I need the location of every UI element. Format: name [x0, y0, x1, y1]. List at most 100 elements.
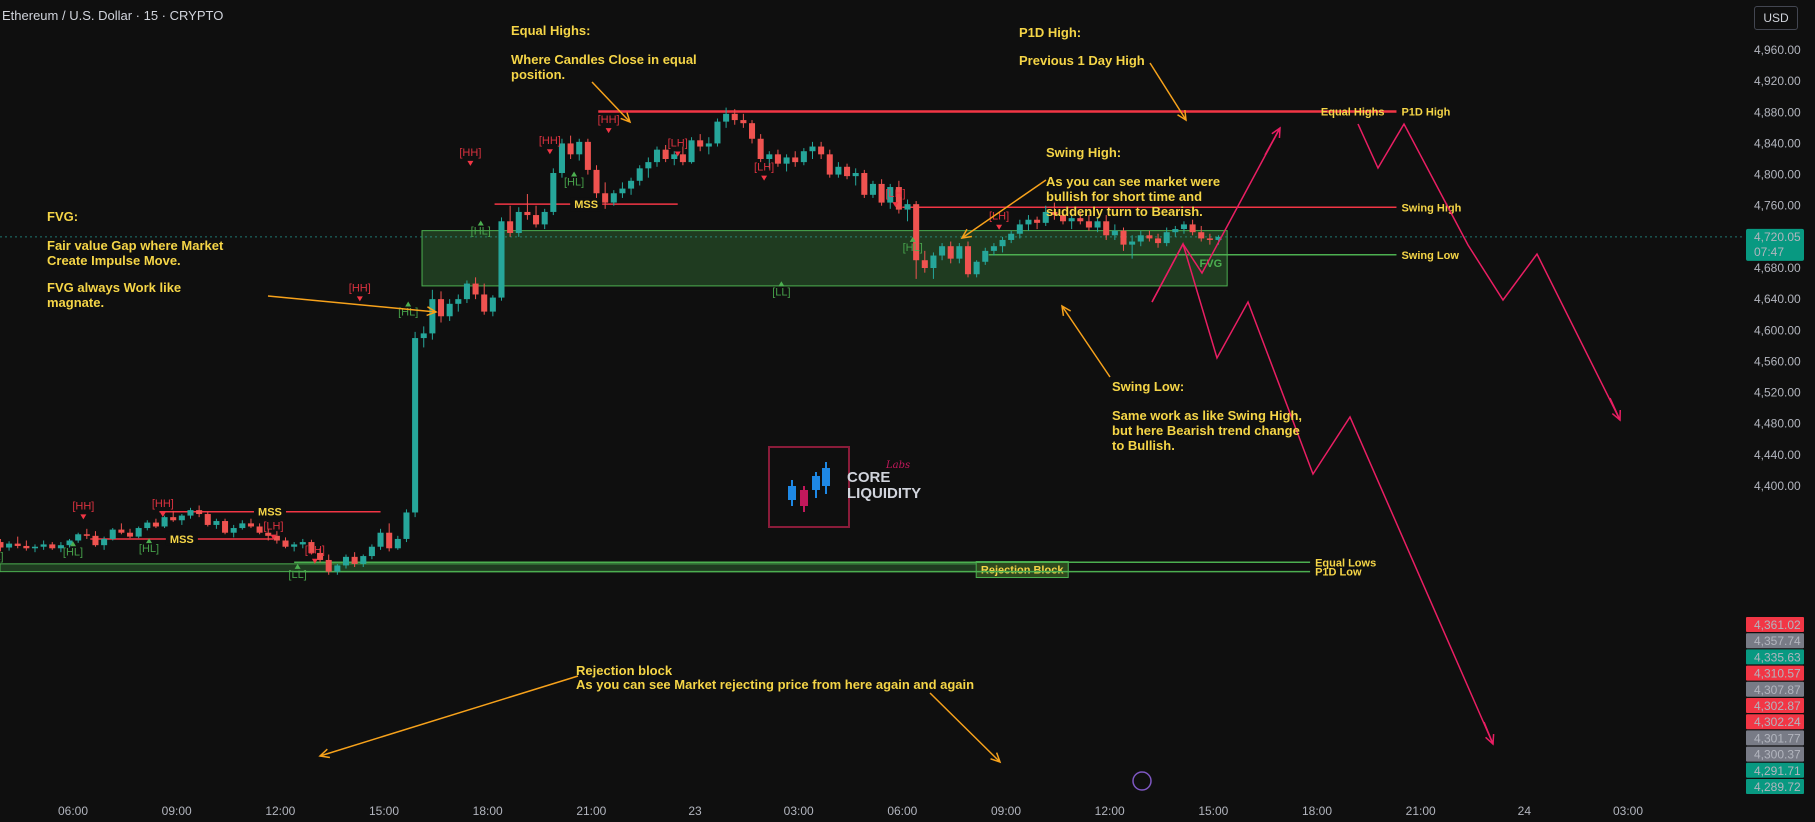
logo-text: CORE LIQUIDITY [847, 470, 921, 502]
candle-body-38 [325, 559, 332, 572]
level-label-1: Swing High [1401, 202, 1461, 214]
candle-body-64 [550, 173, 557, 212]
candle-body-9 [75, 534, 82, 541]
candle-body-51 [437, 299, 445, 317]
candle-body-90 [774, 154, 781, 164]
candle-body-70 [602, 193, 609, 203]
candle-body-27 [230, 528, 237, 533]
y-tick-5: 4,760.00 [1754, 199, 1801, 213]
arrows-layer [267, 62, 1621, 791]
swing-low-body: Same work as like Swing High, but here B… [1112, 408, 1303, 453]
structure-marker-16 [761, 175, 768, 181]
price-badge-9 [1746, 762, 1804, 778]
structure-marker-2 [270, 534, 277, 540]
mss-label-1: MSS [258, 507, 282, 519]
candle-body-39 [334, 565, 341, 572]
candle-body-115 [990, 246, 997, 251]
candle-body-108 [930, 255, 937, 268]
swing-high-title: Swing High: [1046, 145, 1122, 160]
candle-body-50 [429, 299, 436, 334]
candle-body-24 [204, 514, 211, 525]
zone-0 [421, 230, 1228, 287]
candle-body-69 [593, 169, 600, 194]
candle-body-141 [1215, 236, 1222, 240]
candle-body-133 [1146, 235, 1153, 239]
arrow-fvg-head [426, 306, 438, 317]
structure-label-2: [LH] [263, 521, 283, 533]
candle-body-8 [66, 540, 73, 546]
structure-label-12: [HH] [539, 135, 561, 147]
candle-body-104 [895, 187, 902, 210]
equal-highs-title: Equal Highs: [511, 23, 591, 38]
fvg-body-1: Fair value Gap where Market Create Impul… [47, 238, 224, 268]
candle-body-46 [394, 538, 401, 549]
candle-body-99 [852, 173, 859, 177]
y-tick-10: 4,560.00 [1754, 354, 1801, 368]
time-axis-bg [0, 800, 1745, 822]
x-tick-2: 12:00 [265, 804, 295, 818]
x-tick-8: 06:00 [887, 804, 917, 818]
price-badge-3 [1746, 665, 1804, 681]
projection-head-1-head [1271, 126, 1281, 139]
candle-body-59 [507, 221, 514, 233]
candle-body-125 [1077, 218, 1084, 222]
candle-body-138 [1189, 224, 1196, 233]
structure-label-13: [HL] [564, 176, 584, 188]
candle-body-78 [671, 154, 678, 159]
x-tick-13: 21:00 [1406, 804, 1436, 818]
symbol-title[interactable]: Ethereum / U.S. Dollar · 15 · CRYPTO [2, 8, 224, 23]
x-tick-1: 09:00 [162, 804, 192, 818]
candle-body-30 [256, 526, 263, 533]
price-axis[interactable]: 4,960.00 4,920.00 4,880.00 4,840.00 4,800.00… [1745, 0, 1815, 822]
equal-highs-body: Where Candles Close in equal position. [511, 52, 697, 82]
logo-sub: Labs [886, 460, 911, 471]
candle-body-11 [92, 535, 99, 546]
arrow-rejection-2-head [990, 752, 1002, 764]
candle-body-79 [679, 154, 686, 163]
candle-body-17 [144, 522, 151, 529]
structure-marker-11 [477, 220, 484, 226]
x-tick-11: 15:00 [1198, 804, 1228, 818]
candle-body-120 [1034, 219, 1041, 223]
candle-body-71 [610, 193, 617, 203]
projection-head-2-head [1611, 409, 1621, 422]
candle-body-55 [472, 283, 479, 295]
candle-body-139 [1198, 232, 1205, 239]
candle-body-129 [1111, 230, 1118, 236]
projection-head-2 [1609, 397, 1621, 421]
p1d-high-body: Previous 1 Day High [1019, 53, 1145, 68]
candle-body-20 [170, 517, 177, 521]
candle-body-111 [956, 246, 963, 259]
candle-body-127 [1094, 221, 1101, 228]
price-badge-label-6: 4,302.24 [1754, 715, 1801, 729]
price-badge-label-9: 4,291.71 [1754, 764, 1801, 778]
price-badge-0 [1746, 617, 1804, 632]
currency-button[interactable]: USD [1754, 6, 1798, 30]
candle-body-121 [1042, 211, 1049, 223]
structure-label-7: [LL] [288, 569, 306, 581]
candle-body-74 [636, 168, 643, 181]
level-label-0: P1D High [1401, 107, 1450, 119]
arrow-rejection-2 [929, 692, 1001, 763]
candle-body-25 [213, 521, 220, 525]
mss-tag-bg-2 [165, 531, 198, 546]
projection-head-3 [1483, 721, 1494, 745]
arrow-swing-high [961, 179, 1047, 239]
candle-body-131 [1129, 241, 1136, 245]
level-label-b-0: Equal Highs [1321, 107, 1385, 119]
candle-body-84 [723, 113, 730, 122]
candle-body-44 [377, 532, 384, 547]
rejection-block-tag-bg [975, 561, 1069, 579]
candle-body-88 [757, 138, 764, 159]
candle-body-98 [844, 166, 851, 177]
x-tick-12: 18:00 [1302, 804, 1332, 818]
candle-body-33 [282, 540, 289, 547]
price-badge-8 [1746, 746, 1804, 762]
time-axis[interactable]: 06:00 09:00 12:00 15:00 18:00 21:00 23 03:00 06:… [0, 800, 1745, 822]
arrow-p1d-high [1149, 62, 1187, 121]
level-label-4: P1D Low [1315, 567, 1362, 579]
structure-label-1: [HH] [72, 500, 94, 512]
candle-body-116 [999, 239, 1006, 247]
candle-body-37 [317, 552, 324, 560]
